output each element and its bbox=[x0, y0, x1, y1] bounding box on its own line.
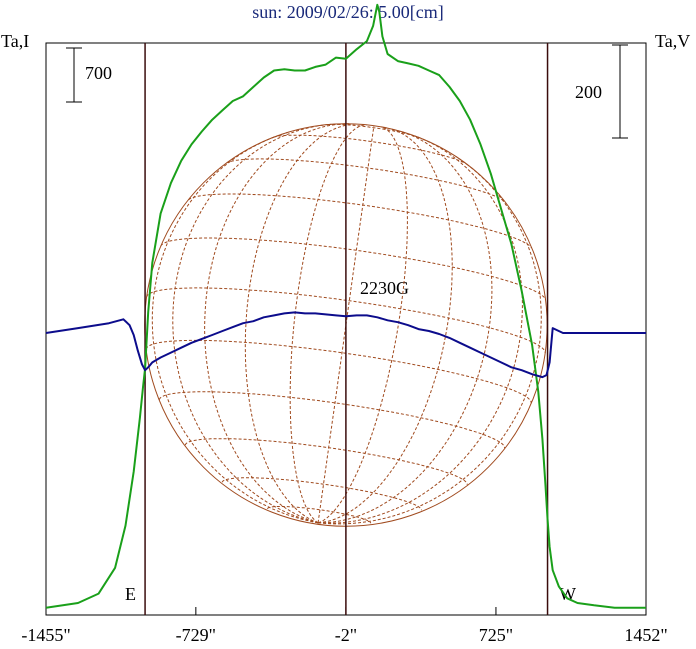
intensity-series-line bbox=[45, 3, 646, 609]
longitude-line bbox=[318, 155, 542, 525]
longitude-line bbox=[151, 132, 319, 524]
right-axis-label: Ta,V bbox=[655, 31, 691, 51]
left-axis-label: Ta,I bbox=[1, 31, 30, 51]
series-lines bbox=[45, 3, 646, 609]
field-strength-annotation: 2230G bbox=[360, 278, 409, 298]
latitude-line bbox=[145, 339, 532, 404]
x-tick-label: -1455" bbox=[21, 625, 71, 645]
left-scale-bar-label: 700 bbox=[85, 63, 112, 83]
right-scale-bar-label: 200 bbox=[575, 82, 602, 102]
chart-title: sun: 2009/02/26: 5.00[cm] bbox=[252, 2, 444, 22]
longitude-line bbox=[204, 123, 350, 524]
latitude-line bbox=[188, 193, 533, 249]
latitude-line bbox=[158, 391, 506, 449]
x-tick-label: -2" bbox=[334, 625, 358, 645]
polarization-series-line bbox=[45, 311, 646, 379]
x-tick-label: -729" bbox=[175, 625, 217, 645]
scale-bars bbox=[66, 44, 628, 139]
latitude-line bbox=[226, 158, 506, 203]
longitude-line bbox=[244, 123, 357, 524]
longitude-line bbox=[317, 125, 375, 523]
west-limb-label: W bbox=[559, 584, 576, 604]
longitude-line bbox=[318, 135, 523, 524]
longitude-line bbox=[172, 123, 332, 524]
latitude-line bbox=[273, 134, 468, 165]
longitude-line bbox=[317, 126, 408, 524]
latitude-line bbox=[221, 477, 422, 511]
east-limb-label: E bbox=[125, 584, 136, 604]
longitude-line bbox=[318, 128, 453, 524]
longitude-line bbox=[318, 130, 493, 524]
x-tick-label: 1452" bbox=[624, 625, 668, 645]
x-tick-label: 725" bbox=[478, 625, 514, 645]
longitude-line bbox=[289, 124, 367, 524]
